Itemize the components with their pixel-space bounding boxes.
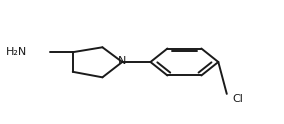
Text: Cl: Cl	[232, 94, 243, 104]
Text: N: N	[118, 56, 126, 66]
Text: H₂N: H₂N	[6, 47, 27, 57]
